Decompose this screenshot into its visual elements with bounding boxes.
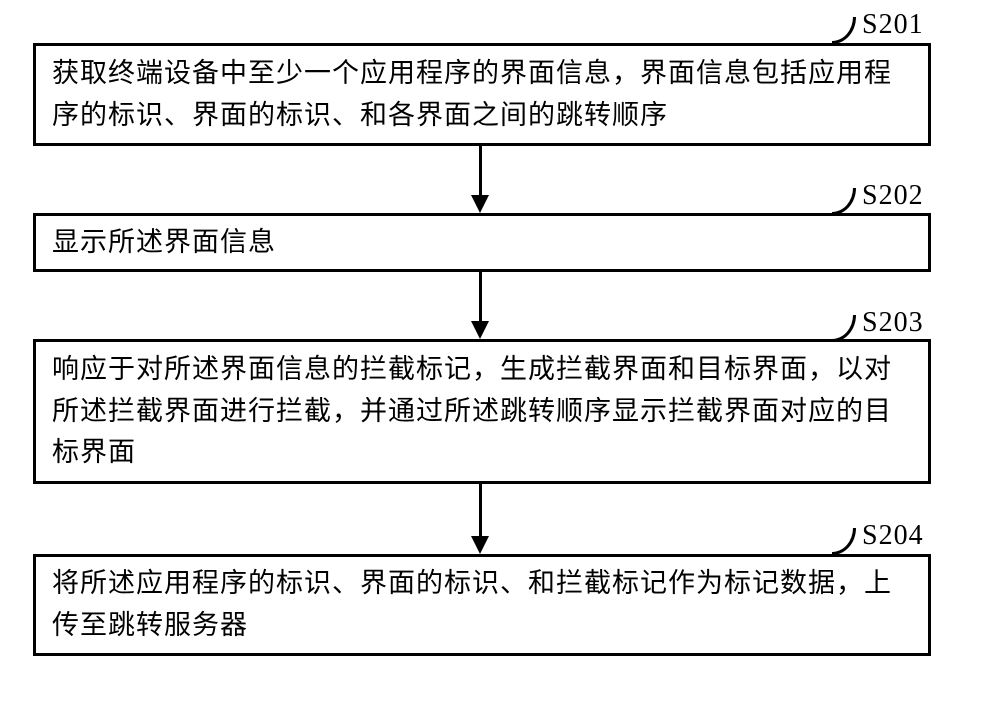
step-label-s203: S203: [862, 307, 924, 339]
flow-arrow-line: [479, 484, 482, 536]
flow-node-s204: 将所述应用程序的标识、界面的标识、和拦截标记作为标记数据，上传至跳转服务器: [33, 554, 931, 656]
step-label-s201: S201: [862, 9, 924, 41]
flow-node-s202: 显示所述界面信息: [33, 213, 931, 272]
flow-arrow-head-icon: [471, 536, 489, 554]
flow-arrow-line: [479, 146, 482, 195]
flow-node-text: 获取终端设备中至少一个应用程序的界面信息，界面信息包括应用程序的标识、界面的标识…: [52, 53, 912, 137]
flowchart-canvas: 获取终端设备中至少一个应用程序的界面信息，界面信息包括应用程序的标识、界面的标识…: [0, 0, 1000, 701]
flow-arrow-line: [479, 272, 482, 321]
flow-node-text: 将所述应用程序的标识、界面的标识、和拦截标记作为标记数据，上传至跳转服务器: [52, 563, 912, 647]
flow-arrow-head-icon: [471, 321, 489, 339]
flow-node-s203: 响应于对所述界面信息的拦截标记，生成拦截界面和目标界面，以对所述拦截界面进行拦截…: [33, 339, 931, 484]
flow-node-text: 显示所述界面信息: [52, 222, 912, 264]
label-connector-arc: [832, 528, 856, 555]
label-connector-arc: [832, 315, 856, 342]
flow-node-text: 响应于对所述界面信息的拦截标记，生成拦截界面和目标界面，以对所述拦截界面进行拦截…: [52, 349, 912, 475]
label-connector-arc: [832, 17, 856, 44]
flow-arrow-head-icon: [471, 195, 489, 213]
label-connector-arc: [832, 188, 856, 215]
step-label-s204: S204: [862, 520, 924, 552]
flow-node-s201: 获取终端设备中至少一个应用程序的界面信息，界面信息包括应用程序的标识、界面的标识…: [33, 43, 931, 146]
step-label-s202: S202: [862, 180, 924, 212]
